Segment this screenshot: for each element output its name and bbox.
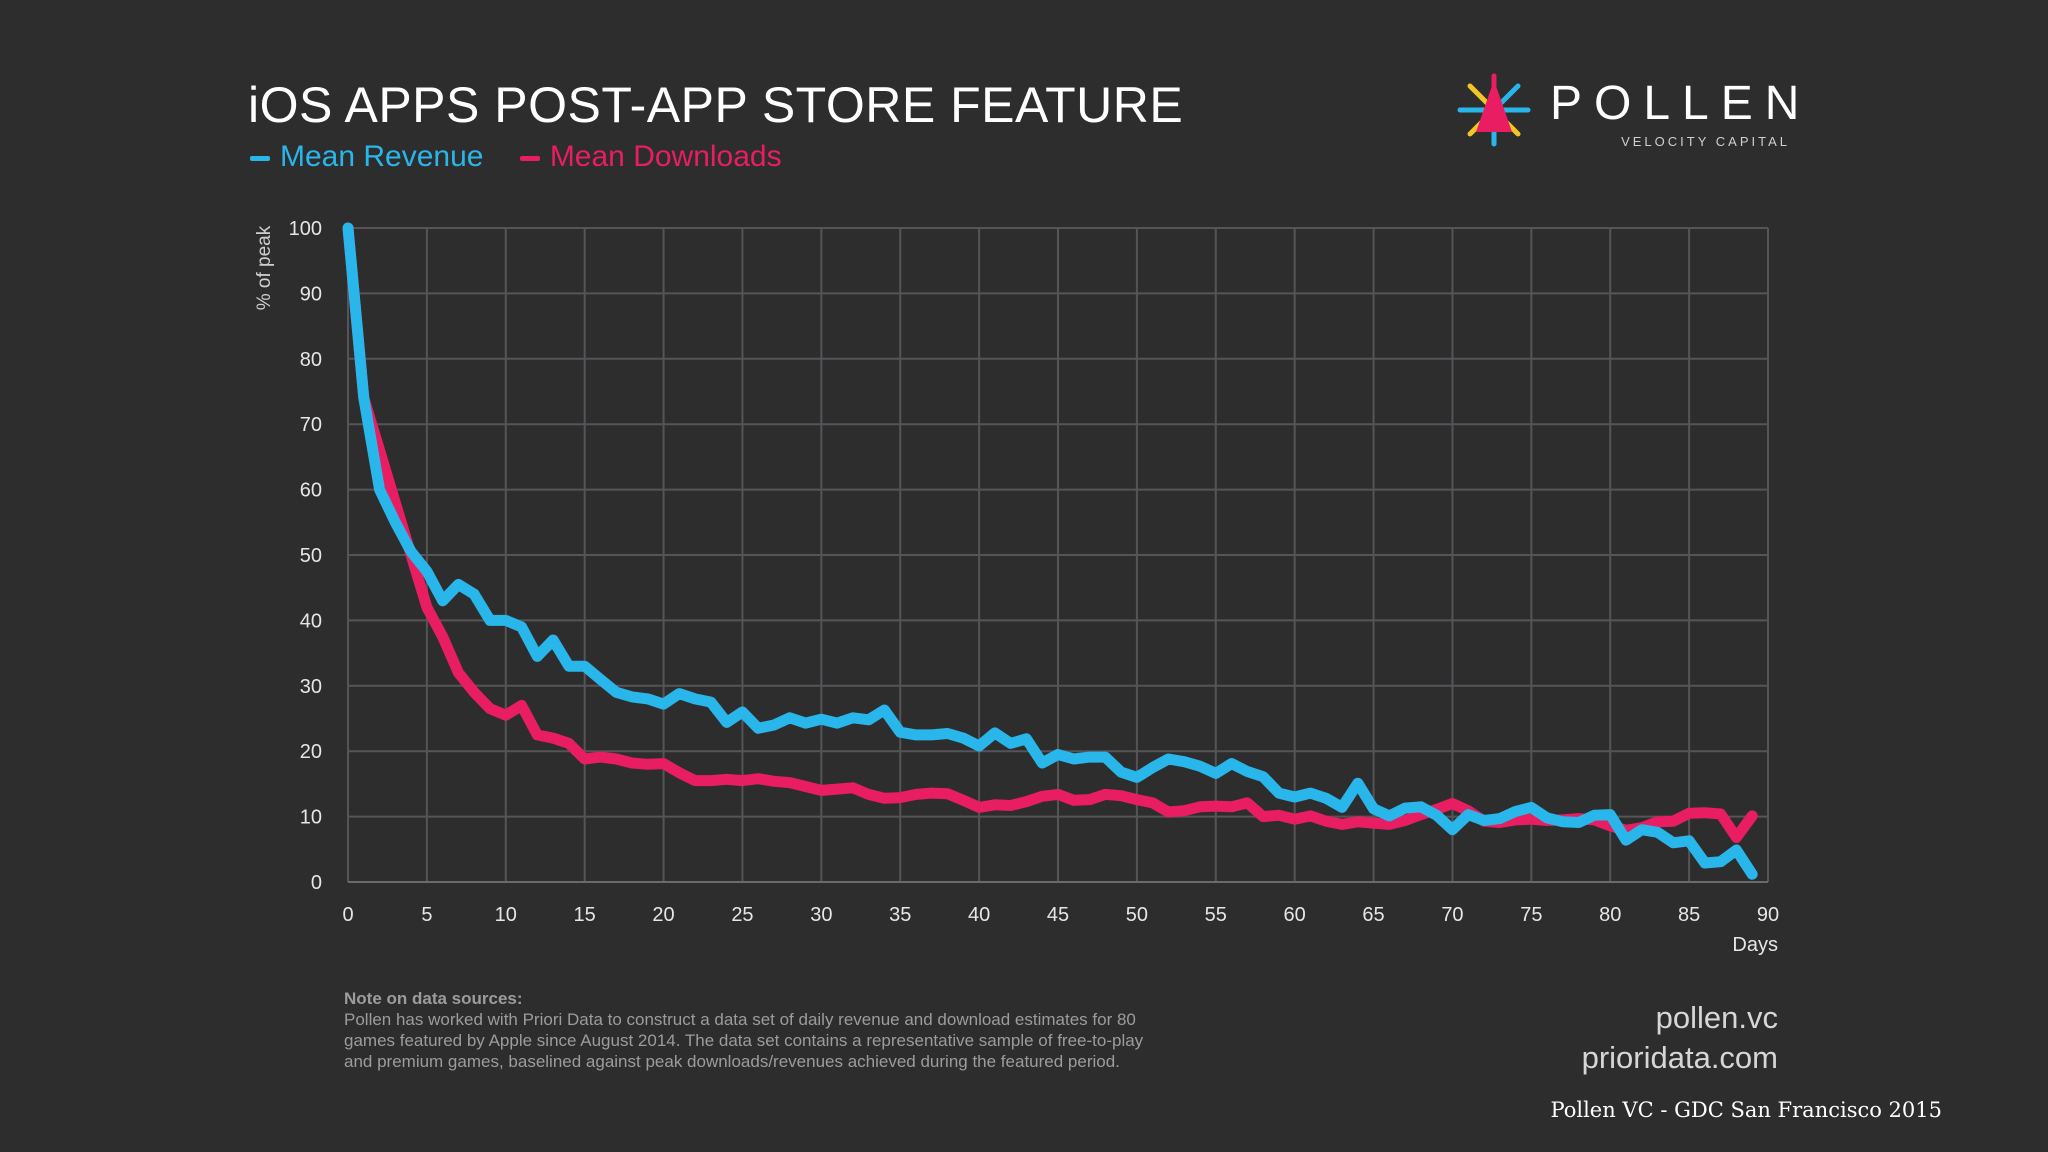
y-tick-label: 40 <box>300 610 322 632</box>
source-links: pollen.vc prioridata.com <box>1582 998 1778 1078</box>
link-pollen[interactable]: pollen.vc <box>1655 1000 1778 1035</box>
logo-subtitle: VELOCITY CAPITAL <box>1621 134 1790 149</box>
x-tick-label: 85 <box>1678 904 1700 926</box>
x-tick-label: 15 <box>574 904 596 926</box>
x-tick-label: 5 <box>421 904 432 926</box>
x-tick-label: 60 <box>1284 904 1306 926</box>
y-tick-label: 50 <box>300 545 322 567</box>
y-tick-label: 0 <box>311 872 322 894</box>
x-tick-label: 35 <box>889 904 911 926</box>
y-tick-label: 60 <box>300 480 322 502</box>
link-priori[interactable]: prioridata.com <box>1581 1040 1778 1075</box>
x-tick-label: 65 <box>1362 904 1384 926</box>
note-heading: Note on data sources: <box>344 989 523 1008</box>
y-tick-label: 100 <box>289 218 322 240</box>
x-tick-label: 75 <box>1520 904 1542 926</box>
legend-item-revenue: Mean Revenue <box>250 140 492 173</box>
chart-series <box>342 222 1758 880</box>
x-tick-label: 45 <box>1047 904 1069 926</box>
y-tick-label: 30 <box>300 676 322 698</box>
series-line-mean-downloads <box>342 222 1758 843</box>
x-tick-label: 10 <box>495 904 517 926</box>
note-line: games featured by Apple since August 201… <box>344 1031 1144 1050</box>
y-tick-label: 10 <box>300 807 322 829</box>
pollen-star-icon <box>1457 73 1531 147</box>
legend-label-revenue: Mean Revenue <box>280 140 484 173</box>
x-tick-label: 20 <box>652 904 674 926</box>
data-source-note: Note on data sources: Pollen has worked … <box>344 988 1264 1072</box>
x-tick-label: 70 <box>1441 904 1463 926</box>
legend-label-downloads: Mean Downloads <box>549 140 782 173</box>
x-axis-ticks: 0 5 10 15 20 25 30 35 40 45 50 55 60 65 70 75 80 85 90 <box>342 904 1779 926</box>
y-tick-label: 80 <box>300 349 322 371</box>
note-line: and premium games, baselined against pea… <box>344 1052 1120 1071</box>
legend-swatch-downloads <box>519 155 540 161</box>
chart-grid <box>347 227 1769 883</box>
note-line: Pollen has worked with Priori Data to co… <box>344 1010 1136 1029</box>
logo-wordmark: POLLEN <box>1550 77 1812 130</box>
legend: Mean Revenue Mean Downloads <box>250 140 810 174</box>
x-tick-label: 55 <box>1205 904 1227 926</box>
x-tick-label: 50 <box>1126 904 1148 926</box>
x-tick-label: 80 <box>1599 904 1621 926</box>
x-tick-label: 25 <box>731 904 753 926</box>
series-line-mean-revenue <box>342 222 1758 880</box>
y-axis-ticks: 0 10 20 30 40 50 60 70 80 90 100 <box>289 218 322 894</box>
chart-title: iOS APPS POST-APP STORE FEATURE <box>248 77 1184 133</box>
x-tick-label: 90 <box>1757 904 1779 926</box>
legend-item-downloads: Mean Downloads <box>519 140 782 173</box>
y-tick-label: 90 <box>300 283 322 305</box>
x-tick-label: 40 <box>968 904 990 926</box>
x-axis-label: Days <box>1732 934 1778 956</box>
y-axis-label: % of peak <box>254 225 275 310</box>
x-tick-label: 0 <box>342 904 353 926</box>
y-tick-label: 20 <box>300 741 322 763</box>
slide-caption: Pollen VC - GDC San Francisco 2015 <box>1550 1098 1942 1122</box>
legend-swatch-revenue <box>250 155 270 161</box>
x-tick-label: 30 <box>810 904 832 926</box>
y-tick-label: 70 <box>300 414 322 436</box>
pollen-logo: POLLEN VELOCITY CAPITAL <box>1450 66 1799 156</box>
